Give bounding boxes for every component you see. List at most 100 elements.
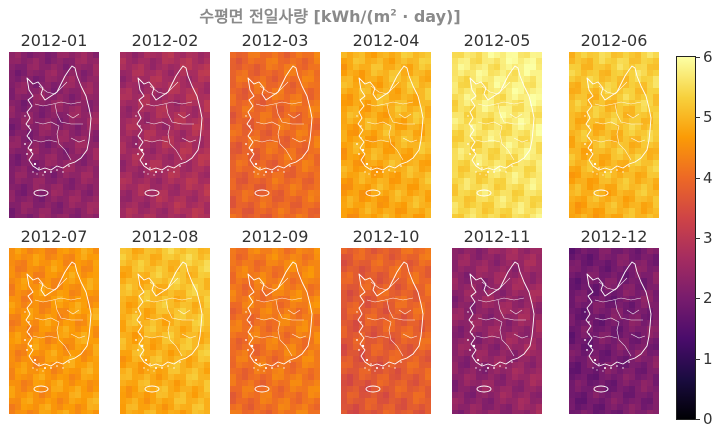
island xyxy=(38,363,40,365)
province-boundary xyxy=(287,309,301,315)
island xyxy=(376,367,378,369)
island xyxy=(26,349,28,351)
province-boundary xyxy=(165,103,194,125)
island xyxy=(475,171,477,173)
province-boundary xyxy=(70,137,86,143)
island xyxy=(467,339,469,341)
island xyxy=(479,173,481,175)
island xyxy=(277,169,279,171)
island xyxy=(592,367,594,369)
province-boundary xyxy=(277,125,293,161)
island xyxy=(283,171,285,173)
province-boundary xyxy=(34,121,60,127)
province-boundary xyxy=(255,101,303,107)
jeju-island xyxy=(144,189,160,197)
colorbar-tick xyxy=(695,177,700,179)
province-boundary xyxy=(630,137,646,143)
province-boundary xyxy=(145,121,171,127)
province-boundary xyxy=(592,335,618,339)
island xyxy=(135,143,137,145)
island xyxy=(616,365,618,367)
panel-title: 2012-04 xyxy=(352,31,420,50)
island xyxy=(586,349,588,351)
colorbar-tick xyxy=(695,238,700,239)
island xyxy=(505,367,507,369)
province-boundary xyxy=(145,317,171,323)
province-boundary xyxy=(497,103,526,125)
province-boundary xyxy=(594,297,642,303)
coastline xyxy=(585,65,652,171)
province-boundary xyxy=(364,335,390,339)
province-boundary xyxy=(255,297,303,303)
province-boundary xyxy=(598,81,628,95)
island xyxy=(394,171,396,173)
island xyxy=(628,165,630,167)
irradiance-map xyxy=(9,248,99,414)
island xyxy=(499,365,501,367)
island xyxy=(263,370,265,372)
island xyxy=(38,167,40,169)
island xyxy=(62,171,64,173)
colorbar-tick-label: 6 xyxy=(703,48,713,66)
island xyxy=(24,115,26,117)
coastline xyxy=(136,261,203,367)
island xyxy=(249,321,251,323)
island xyxy=(596,369,598,371)
irradiance-map xyxy=(120,52,210,218)
island xyxy=(610,171,612,173)
island xyxy=(245,311,247,313)
island xyxy=(493,367,495,369)
island xyxy=(140,148,144,152)
province-boundary xyxy=(56,125,72,161)
irradiance-map xyxy=(452,248,542,414)
island xyxy=(476,162,480,166)
island xyxy=(265,171,267,173)
province-boundary xyxy=(66,113,80,119)
province-boundary xyxy=(38,81,68,95)
jeju-island xyxy=(593,189,609,197)
province-boundary xyxy=(509,113,523,119)
map-panel: 2012-10 xyxy=(340,226,432,414)
island xyxy=(487,367,489,369)
island xyxy=(588,137,590,139)
island xyxy=(283,367,285,369)
colorbar-tick-label: 3 xyxy=(703,229,713,247)
province-boundary xyxy=(149,81,179,95)
panel-title: 2012-01 xyxy=(20,31,88,50)
province-boundary xyxy=(32,335,58,339)
island xyxy=(135,339,137,341)
colorbar-tick xyxy=(695,298,700,300)
irradiance-map xyxy=(341,248,431,414)
province-boundary xyxy=(509,309,523,315)
island xyxy=(382,367,384,369)
jeju-island xyxy=(254,189,270,197)
island xyxy=(253,367,255,369)
island xyxy=(135,311,137,313)
province-boundary xyxy=(56,321,72,357)
province-boundary xyxy=(149,277,179,291)
province-boundary xyxy=(181,137,197,143)
colorbar-tick xyxy=(695,358,700,360)
jeju-island xyxy=(476,385,492,393)
island xyxy=(593,162,597,166)
province-boundary xyxy=(477,101,525,107)
island xyxy=(472,344,476,348)
island xyxy=(62,367,64,369)
island xyxy=(29,344,33,348)
island xyxy=(139,125,141,127)
island xyxy=(173,367,175,369)
island xyxy=(485,370,487,372)
province-boundary xyxy=(370,277,400,291)
province-boundary xyxy=(477,121,503,127)
island xyxy=(388,365,390,367)
island xyxy=(143,171,145,173)
jeju-island xyxy=(144,385,160,393)
map-panel: 2012-09 xyxy=(229,226,321,414)
province-boundary xyxy=(626,113,640,119)
province-boundary xyxy=(616,125,632,161)
coastline xyxy=(25,261,92,367)
province-boundary xyxy=(386,103,415,125)
island xyxy=(493,171,495,173)
jeju-island xyxy=(254,385,270,393)
island xyxy=(149,167,151,169)
